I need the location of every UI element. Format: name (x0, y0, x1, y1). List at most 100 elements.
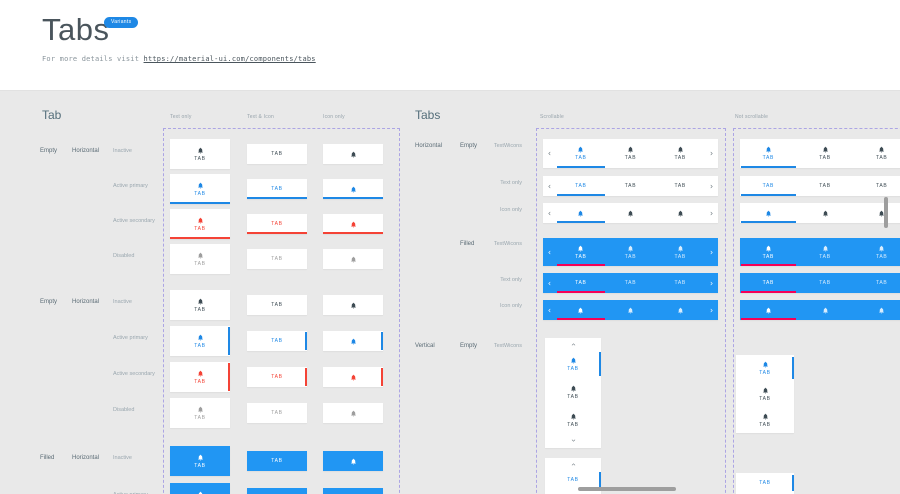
tab-specimen[interactable]: TAB (247, 403, 307, 423)
tabs-vertical[interactable]: TAB (736, 473, 794, 494)
tabs-bar[interactable] (740, 300, 900, 320)
tab-specimen[interactable] (323, 214, 383, 234)
tab[interactable] (853, 300, 900, 320)
tabs-vertical[interactable]: TAB TAB TAB (736, 355, 794, 433)
tab-specimen[interactable]: TAB (247, 249, 307, 269)
tabs-bar[interactable] (543, 203, 718, 223)
tab-specimen[interactable]: TAB (247, 451, 307, 471)
tab-specimen[interactable]: TAB (170, 139, 230, 169)
tab[interactable] (606, 300, 656, 320)
tab[interactable] (853, 203, 900, 223)
tab-specimen[interactable] (323, 295, 383, 315)
tab-specimen[interactable] (323, 179, 383, 199)
tab-specimen[interactable]: TAB (247, 214, 307, 234)
tab-specimen[interactable]: TAB (170, 362, 230, 392)
chevron-right-icon[interactable] (705, 176, 718, 196)
tab-specimen[interactable]: TAB (170, 398, 230, 428)
tab[interactable] (655, 203, 705, 223)
chevron-right-icon[interactable] (705, 139, 718, 168)
chevron-right-icon[interactable] (705, 203, 718, 223)
tabs-bar[interactable]: TAB TAB TAB (740, 273, 900, 293)
tab-specimen[interactable] (323, 249, 383, 269)
tab[interactable]: TAB (740, 273, 797, 293)
tab[interactable] (556, 203, 606, 223)
tabs-bar[interactable]: TAB TAB TAB (543, 273, 718, 293)
tab[interactable]: TAB (853, 176, 900, 196)
tabs-vertical[interactable]: TAB TAB TAB (545, 338, 601, 448)
chevron-left-icon[interactable] (543, 203, 556, 223)
tab-specimen[interactable] (323, 144, 383, 164)
chevron-right-icon[interactable] (705, 300, 718, 320)
tab[interactable]: TAB (556, 139, 606, 168)
tab-specimen[interactable]: TAB (170, 174, 230, 204)
tab[interactable]: TAB (853, 238, 900, 266)
tabs-bar[interactable]: TAB TAB TAB (740, 176, 900, 196)
tab-specimen[interactable]: TAB (247, 367, 307, 387)
tab[interactable] (797, 203, 854, 223)
tab[interactable]: TAB (606, 139, 656, 168)
tab[interactable]: TAB (736, 355, 794, 381)
tab[interactable]: TAB (655, 139, 705, 168)
chevron-up-icon[interactable] (545, 458, 601, 470)
tab[interactable]: TAB (736, 381, 794, 407)
chevron-left-icon[interactable] (543, 139, 556, 168)
chevron-up-icon[interactable] (545, 338, 601, 350)
tab-specimen[interactable]: TAB (247, 179, 307, 199)
tab-specimen[interactable]: TAB (170, 290, 230, 320)
tab[interactable]: TAB (606, 273, 656, 293)
tab[interactable]: TAB (556, 176, 606, 196)
docs-link[interactable]: https://material-ui.com/components/tabs (143, 55, 316, 63)
chevron-right-icon[interactable] (705, 273, 718, 293)
tabs-bar[interactable]: TAB TAB TAB (543, 176, 718, 196)
tab-specimen[interactable]: TAB (247, 144, 307, 164)
tab[interactable] (556, 300, 606, 320)
tab-specimen[interactable]: TAB (170, 326, 230, 356)
tab[interactable]: TAB (797, 238, 854, 266)
tab[interactable]: TAB (545, 470, 601, 490)
tabs-bar[interactable] (740, 203, 900, 223)
tab[interactable]: TAB (556, 273, 606, 293)
tab-specimen[interactable]: TAB (247, 331, 307, 351)
tab[interactable] (606, 203, 656, 223)
tab[interactable] (740, 203, 797, 223)
tab[interactable]: TAB (655, 273, 705, 293)
chevron-left-icon[interactable] (543, 273, 556, 293)
chevron-down-icon[interactable] (545, 434, 601, 446)
tab[interactable]: TAB (740, 176, 797, 196)
tabs-bar[interactable]: TAB TAB TAB (543, 238, 718, 266)
tabs-bar[interactable]: TAB TAB TAB (740, 139, 900, 168)
tab-specimen[interactable]: TAB (247, 488, 307, 494)
tab[interactable]: TAB (740, 238, 797, 266)
tab-specimen[interactable] (323, 451, 383, 471)
chevron-left-icon[interactable] (543, 238, 556, 266)
tab[interactable]: TAB (545, 378, 601, 406)
tabs-bar[interactable]: TAB TAB TAB (543, 139, 718, 168)
tab[interactable]: TAB (545, 350, 601, 378)
tab[interactable]: TAB (797, 139, 854, 168)
tab[interactable] (740, 300, 797, 320)
tab[interactable]: TAB (655, 238, 705, 266)
tab-specimen[interactable]: TAB (170, 483, 230, 494)
tab[interactable]: TAB (556, 238, 606, 266)
tab[interactable]: TAB (606, 176, 656, 196)
tab-specimen[interactable]: TAB (170, 446, 230, 476)
tab-specimen[interactable]: TAB (247, 295, 307, 315)
tab[interactable] (797, 300, 854, 320)
tab[interactable]: TAB (736, 473, 794, 493)
tabs-bar[interactable] (543, 300, 718, 320)
tab[interactable] (655, 300, 705, 320)
chevron-right-icon[interactable] (705, 238, 718, 266)
tab[interactable]: TAB (606, 238, 656, 266)
tab-specimen[interactable] (323, 403, 383, 423)
tab-specimen[interactable] (323, 331, 383, 351)
tab-specimen[interactable] (323, 367, 383, 387)
tab[interactable]: TAB (797, 176, 854, 196)
tab[interactable]: TAB (736, 407, 794, 433)
tab[interactable]: TAB (797, 273, 854, 293)
tab[interactable]: TAB (545, 406, 601, 434)
tab-specimen[interactable] (323, 488, 383, 494)
tab-specimen[interactable]: TAB (170, 209, 230, 239)
horizontal-scrollbar-thumb[interactable] (578, 487, 676, 491)
chevron-left-icon[interactable] (543, 176, 556, 196)
tabs-bar[interactable]: TAB TAB TAB (740, 238, 900, 266)
